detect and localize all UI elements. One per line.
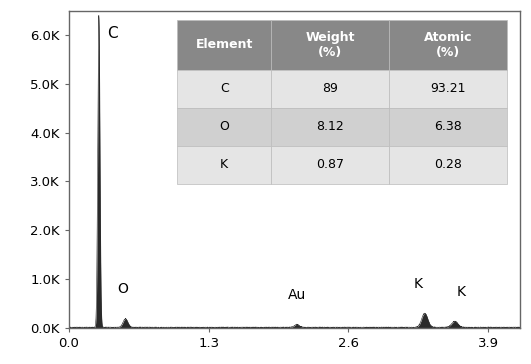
Text: K: K	[414, 277, 423, 290]
Text: 89: 89	[322, 82, 338, 95]
Text: Atomic
(%): Atomic (%)	[424, 31, 472, 59]
Text: Au: Au	[288, 288, 306, 302]
Text: 0.28: 0.28	[434, 158, 462, 171]
Text: O: O	[117, 282, 127, 296]
Text: 6.38: 6.38	[434, 120, 462, 133]
Bar	[177, 146, 271, 183]
Bar	[389, 107, 507, 146]
Text: C: C	[220, 82, 229, 95]
Bar	[389, 20, 507, 70]
Text: 0.87: 0.87	[316, 158, 344, 171]
Bar	[177, 70, 271, 107]
Bar	[389, 146, 507, 183]
Text: K: K	[457, 285, 466, 298]
Bar	[271, 107, 389, 146]
Bar	[389, 70, 507, 107]
Bar	[177, 20, 271, 70]
Text: 93.21: 93.21	[430, 82, 466, 95]
Text: O: O	[219, 120, 229, 133]
Text: Weight
(%): Weight (%)	[305, 31, 355, 59]
Text: C: C	[107, 25, 118, 40]
Bar	[271, 20, 389, 70]
Text: K: K	[220, 158, 228, 171]
Bar	[177, 107, 271, 146]
Text: Element: Element	[195, 39, 253, 51]
Bar	[271, 146, 389, 183]
Bar	[271, 70, 389, 107]
Text: 8.12: 8.12	[316, 120, 344, 133]
